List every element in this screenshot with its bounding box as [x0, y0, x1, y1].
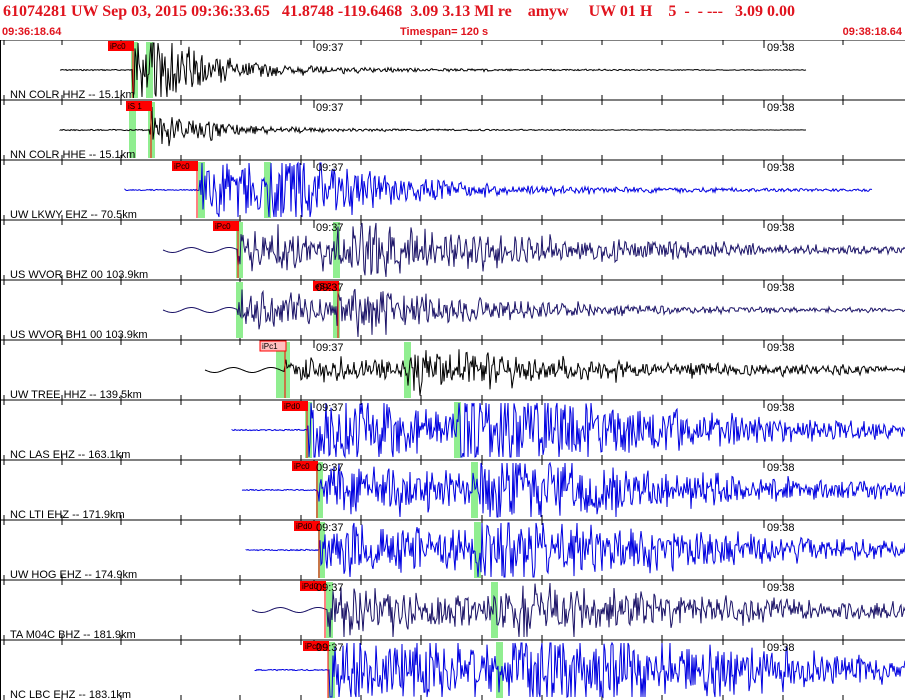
- phase-window: [326, 582, 333, 638]
- pick-flag: [282, 401, 308, 411]
- minute-label: 09:38: [767, 462, 795, 474]
- trace-panel[interactable]: iPc0 09:37 09:38 NN COLR HHZ -- 15.1km: [0, 40, 905, 101]
- channel-label: US WVOR BH1 00 103.9km: [10, 329, 148, 341]
- pick-flag: [259, 340, 287, 352]
- minute-label: 09:37: [316, 582, 344, 594]
- trace-panel[interactable]: iS 1 09:37 09:38 NN COLR HHE -- 15.1km: [0, 99, 905, 161]
- channel-label: NC LTI EHZ -- 171.9km: [10, 509, 125, 521]
- pick-flag: [213, 221, 239, 231]
- pick-flag-label: iPd0: [302, 582, 319, 591]
- phase-window: [496, 642, 503, 698]
- minute-label: 09:37: [316, 42, 344, 54]
- waveform: [231, 402, 905, 459]
- pick-flag: [126, 101, 152, 111]
- channel-label: NC LAS EHZ -- 163.1km: [10, 449, 130, 461]
- phase-window: [471, 462, 478, 518]
- phase-window: [491, 582, 498, 638]
- channel-label: TA M04C BHZ -- 181.9km: [10, 629, 136, 641]
- pick-flag-label: eS 2: [315, 282, 332, 291]
- phase-window: [404, 342, 411, 398]
- waveform: [241, 461, 905, 518]
- pick-flag: [108, 41, 134, 51]
- minute-label: 09:37: [316, 342, 344, 354]
- phase-window: [318, 522, 325, 578]
- pick-flag: [172, 161, 198, 171]
- pick-flag-label: iPc1: [262, 342, 278, 351]
- pick-flag: [300, 581, 326, 591]
- minute-label: 09:37: [316, 162, 344, 174]
- minute-label: 09:38: [767, 162, 795, 174]
- pick-flag-label: iPd0: [284, 402, 301, 411]
- phase-window: [328, 642, 335, 698]
- minute-label: 09:38: [767, 342, 795, 354]
- minute-label: 09:38: [767, 582, 795, 594]
- minute-label: 09:38: [767, 222, 795, 234]
- phase-window: [474, 522, 481, 578]
- minute-label: 09:37: [316, 102, 344, 114]
- channel-label: US WVOR BHZ 00 103.9km: [10, 269, 148, 281]
- pick-flag-label: iPc0: [215, 222, 231, 231]
- pick-flag-label: iS 1: [128, 102, 142, 111]
- channel-label: UW HOG EHZ -- 174.9km: [10, 569, 137, 581]
- pick-flag: [294, 521, 320, 531]
- trace-panel[interactable]: iPd0 09:37 09:38 UW HOG EHZ -- 174.9km: [0, 519, 905, 581]
- waveform: [59, 106, 806, 147]
- minute-label: 09:38: [767, 102, 795, 114]
- event-header: 61074281 UW Sep 03, 2015 09:36:33.65 41.…: [0, 0, 905, 40]
- trace-panel[interactable]: eS 209:37 09:38 US WVOR BH1 00 103.9km: [0, 279, 905, 341]
- trace-panel[interactable]: iPc0 09:37 09:38 US WVOR BHZ 00 103.9km: [0, 219, 905, 281]
- minute-label: 09:37: [316, 222, 344, 234]
- pick-flag: [313, 281, 339, 291]
- channel-label: NN COLR HHE -- 15.1km: [10, 149, 135, 161]
- channel-label: NC LBC EHZ -- 183.1km: [10, 689, 131, 700]
- pick-flag-label: iPc0: [110, 42, 126, 51]
- waveform: [162, 288, 905, 338]
- waveform: [204, 349, 905, 396]
- waveform: [251, 582, 905, 638]
- minute-label: 09:38: [767, 642, 795, 654]
- pick-flag-label: iPc0: [305, 642, 321, 651]
- pick-flag-label: iPc0: [294, 462, 310, 471]
- pick-flag: [292, 461, 318, 471]
- minute-label: 09:38: [767, 282, 795, 294]
- minute-label: 09:37: [316, 402, 344, 414]
- pick-flag-label: iPc0: [174, 162, 190, 171]
- waveform: [254, 641, 905, 699]
- minute-label: 09:38: [767, 42, 795, 54]
- event-summary-title: 61074281 UW Sep 03, 2015 09:36:33.65 41.…: [3, 3, 795, 20]
- minute-label: 09:38: [767, 402, 795, 414]
- channel-label: UW TREE HHZ -- 139.5km: [10, 389, 142, 401]
- phase-window: [454, 402, 461, 458]
- minute-label: 09:37: [316, 282, 344, 294]
- trace-panel[interactable]: iPc1 09:37 09:38 UW TREE HHZ -- 139.5km: [0, 339, 905, 401]
- pick-flag: [303, 641, 329, 651]
- waveform: [245, 522, 905, 578]
- channel-label: NN COLR HHZ -- 15.1km: [10, 89, 135, 101]
- channel-label: UW LKWY EHZ -- 70.5km: [10, 209, 137, 221]
- trace-panel[interactable]: iPc0 09:37 09:38 UW LKWY EHZ -- 70.5km: [0, 159, 905, 221]
- phase-window: [236, 222, 243, 278]
- timespan-label: Timespan= 120 s: [400, 26, 489, 38]
- start-time-label: 09:36:18.64: [2, 26, 62, 38]
- minute-label: 09:38: [767, 522, 795, 534]
- pick-flag-label: iPd0: [296, 522, 313, 531]
- waveform: [59, 42, 807, 98]
- waveform: [162, 222, 905, 278]
- trace-panel[interactable]: iPd0 09:37 09:38 NC LAS EHZ -- 163.1km: [0, 399, 905, 461]
- minute-label: 09:37: [316, 522, 344, 534]
- waveform: [124, 161, 873, 218]
- end-time-label: 09:38:18.64: [842, 26, 902, 38]
- trace-panel[interactable]: iPc0 09:37 09:38 NC LTI EHZ -- 171.9km: [0, 459, 905, 521]
- minute-label: 09:37: [316, 642, 344, 654]
- phase-window: [283, 342, 290, 398]
- minute-label: 09:37: [316, 462, 344, 474]
